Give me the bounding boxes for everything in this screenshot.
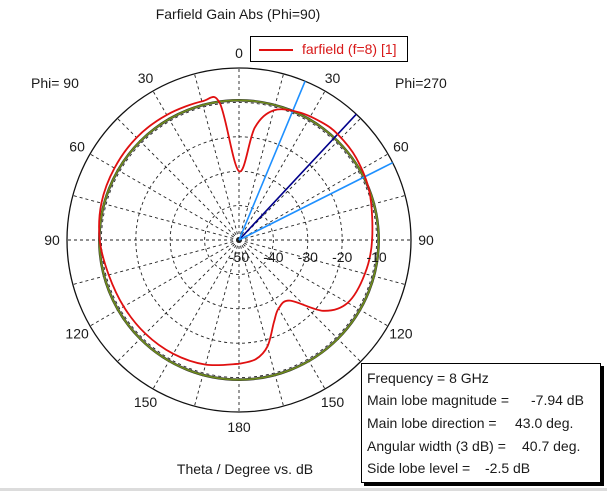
info-width-value: 40.7 deg. bbox=[522, 438, 581, 454]
grid-spoke bbox=[72, 195, 240, 241]
radial-tick-label: -40 bbox=[263, 249, 283, 265]
radial-tick-label: -10 bbox=[366, 249, 386, 265]
direction-line bbox=[238, 162, 394, 241]
grid-spoke bbox=[238, 239, 284, 407]
angle-tick-label: 0 bbox=[235, 45, 243, 61]
side-label-right: Phi=270 bbox=[395, 75, 447, 91]
legend: farfield (f=8) [1] bbox=[250, 36, 408, 62]
info-width-label: Angular width (3 dB) = bbox=[367, 438, 506, 454]
info-magnitude-label: Main lobe magnitude = bbox=[367, 392, 510, 408]
radial-tick-label: -50 bbox=[229, 249, 249, 265]
grid-spoke bbox=[238, 195, 406, 241]
angle-tick-label: 90 bbox=[418, 232, 434, 248]
legend-swatch bbox=[259, 49, 293, 51]
info-sidelobe-value: -2.5 dB bbox=[485, 460, 531, 476]
grid-spoke bbox=[89, 239, 240, 327]
grid-ring bbox=[204, 205, 274, 275]
grid-spoke bbox=[238, 239, 326, 390]
angle-tick-label: 150 bbox=[321, 394, 345, 410]
radial-tick-label: -20 bbox=[332, 249, 352, 265]
grid-spoke bbox=[117, 239, 240, 362]
outer-ring bbox=[66, 67, 412, 413]
grid-spoke bbox=[238, 90, 326, 241]
grid-spoke bbox=[117, 118, 240, 241]
window-bottom-edge bbox=[0, 488, 607, 491]
grid-spoke bbox=[152, 239, 240, 390]
angle-tick-label: 60 bbox=[69, 139, 85, 155]
radial-tick-label: -30 bbox=[298, 249, 318, 265]
legend-label: farfield (f=8) [1] bbox=[302, 41, 397, 57]
info-magnitude-value: -7.94 dB bbox=[531, 392, 584, 408]
grid-spoke bbox=[194, 73, 240, 241]
grid-spoke bbox=[152, 90, 240, 241]
angle-tick-label: 120 bbox=[389, 326, 413, 342]
tick-labels: 0 30 60 90 120 150 180 150 120 90 60 30 -50 -40 -30 -20… bbox=[44, 45, 434, 435]
grid-spoke bbox=[238, 153, 389, 241]
grid-spoke bbox=[194, 239, 240, 407]
side-label-left: Phi= 90 bbox=[31, 75, 79, 91]
gain-trace bbox=[98, 96, 374, 367]
grid-spoke bbox=[238, 73, 284, 241]
angle-tick-label: 120 bbox=[65, 326, 89, 342]
angle-tick-label: 30 bbox=[138, 70, 154, 86]
info-panel: Frequency = 8 GHz Main lobe magnitude = … bbox=[361, 363, 601, 483]
angle-tick-label: 150 bbox=[134, 394, 158, 410]
grid-spoke bbox=[238, 239, 406, 285]
x-axis-label: Theta / Degree vs. dB bbox=[177, 461, 313, 477]
grid-spoke bbox=[89, 153, 240, 241]
angle-tick-label: 180 bbox=[227, 419, 251, 435]
angle-tick-label: 60 bbox=[393, 139, 409, 155]
info-frequency: Frequency = 8 GHz bbox=[367, 370, 489, 386]
grid-spoke bbox=[72, 239, 240, 285]
grid-ring bbox=[100, 101, 378, 379]
info-direction-value: 43.0 deg. bbox=[515, 415, 574, 431]
grid-spoke bbox=[238, 239, 361, 362]
angle-tick-label: 30 bbox=[325, 70, 341, 86]
angle-tick-label: 90 bbox=[44, 232, 60, 248]
polar-grid bbox=[66, 67, 412, 413]
direction-line bbox=[238, 113, 357, 241]
info-sidelobe-label: Side lobe level = bbox=[367, 460, 471, 476]
info-direction-label: Main lobe direction = bbox=[367, 415, 497, 431]
grid-spoke bbox=[238, 118, 361, 241]
grid-spoke bbox=[238, 239, 389, 327]
chart-title: Farfield Gain Abs (Phi=90) bbox=[156, 6, 321, 22]
series-layer bbox=[98, 80, 394, 381]
direction-line bbox=[238, 80, 306, 241]
